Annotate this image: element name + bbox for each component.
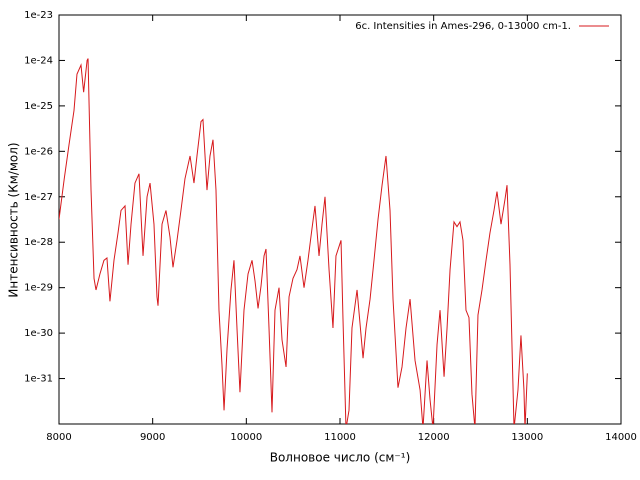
y-tick-label: 1e-24 xyxy=(24,55,53,66)
y-axis-label: Интенсивность (Км/мол) xyxy=(7,142,21,297)
x-tick-label: 14000 xyxy=(605,432,637,443)
legend-label: 6c. Intensities in Ames-296, 0-13000 cm-… xyxy=(355,21,571,32)
x-tick-label: 9000 xyxy=(140,432,165,443)
y-tick-label: 1e-30 xyxy=(24,328,53,339)
y-tick-label: 1e-27 xyxy=(24,192,53,203)
series-line xyxy=(59,58,528,424)
x-tick-label: 8000 xyxy=(46,432,71,443)
x-tick-label: 12000 xyxy=(418,432,450,443)
y-tick-label: 1e-25 xyxy=(24,101,53,112)
x-tick-label: 10000 xyxy=(230,432,262,443)
plot-frame xyxy=(58,14,622,425)
y-tick-label: 1e-28 xyxy=(24,237,53,248)
y-tick-label: 1e-23 xyxy=(24,10,53,21)
x-tick-label: 11000 xyxy=(324,432,356,443)
y-tick-label: 1e-29 xyxy=(24,283,53,294)
y-tick-label: 1e-26 xyxy=(24,146,53,157)
y-tick-label: 1e-31 xyxy=(24,374,53,385)
x-tick-label: 13000 xyxy=(511,432,543,443)
x-axis-label: Волновое число (см⁻¹) xyxy=(270,451,411,465)
